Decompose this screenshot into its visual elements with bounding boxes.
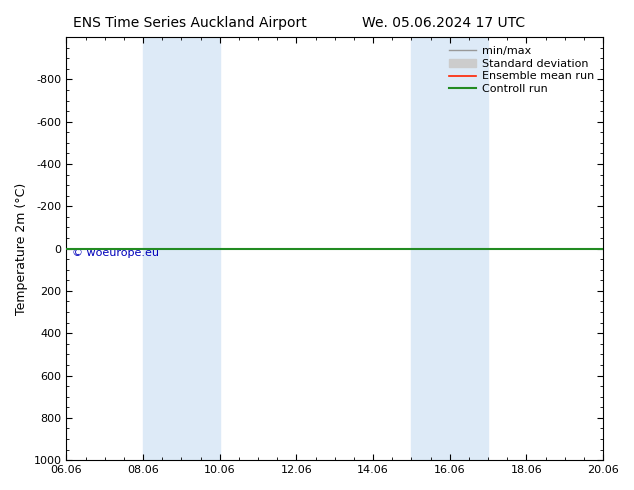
Bar [411, 37, 488, 460]
Text: © woeurope.eu: © woeurope.eu [72, 248, 158, 258]
Text: We. 05.06.2024 17 UTC: We. 05.06.2024 17 UTC [362, 16, 526, 30]
Text: ENS Time Series Auckland Airport: ENS Time Series Auckland Airport [74, 16, 307, 30]
Bar [143, 37, 220, 460]
Y-axis label: Temperature 2m (°C): Temperature 2m (°C) [15, 182, 28, 315]
Legend: min/max, Standard deviation, Ensemble mean run, Controll run: min/max, Standard deviation, Ensemble me… [445, 43, 598, 98]
